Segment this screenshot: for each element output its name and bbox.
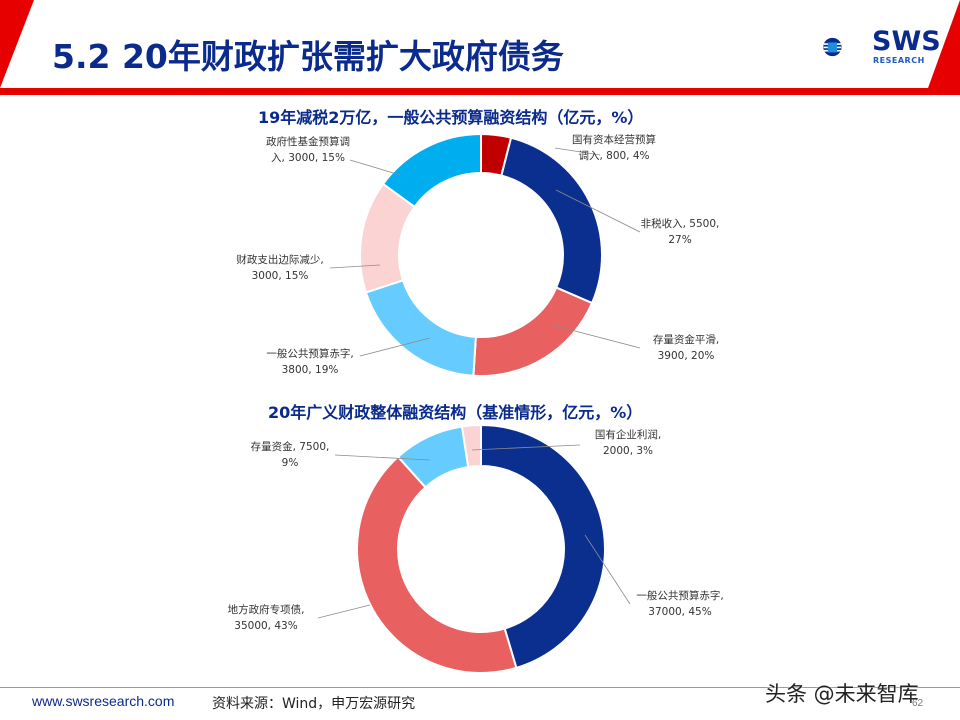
page-title: 5.2 20年财政扩张需扩大政府债务 [52,37,564,76]
chart1-data-label-4: 财政支出边际减少, [236,253,323,266]
chart1-leader-line-4 [329,264,381,269]
chart2-title: 20年广义财政整体融资结构（基准情形，亿元，%） [268,403,643,422]
footer-divider [0,687,960,688]
chart1-data-label-4: 3000, 15% [252,270,309,282]
chart2-slice-0 [480,423,606,670]
header-corner-decoration [0,0,34,88]
chart2-slice-3 [460,423,482,469]
chart1-leader-line-0 [554,147,601,156]
header-divider [0,88,960,95]
chart1-data-label-3: 3800, 19% [282,364,339,376]
sws-logo-icon [823,37,842,57]
chart1-data-label-0: 调入, 800, 4% [578,150,649,162]
chart2-data-label-3: 2000, 3% [603,445,653,457]
chart2-data-label-3: 国有企业利润, [595,428,661,441]
watermark: 头条 @未来智库 [765,682,919,706]
chart1-data-label-0: 国有资本经营预算 [572,133,656,146]
chart1-data-label-2: 存量资金平滑, [653,333,719,346]
footer-source: 资料来源：Wind，申万宏源研究 [212,696,416,712]
chart1-title: 19年减税2万亿，一般公共预算融资结构（亿元，%） [258,108,644,127]
chart1-slice-1 [500,136,603,305]
chart1-leader-line-5 [349,159,401,176]
chart2-leader-line-3 [471,444,581,451]
header-corner-decoration-right [928,0,960,88]
chart1-data-label-3: 一般公共预算赤字, [266,347,353,360]
chart2-data-label-0: 一般公共预算赤字, [636,589,723,602]
footer-url[interactable]: www.swsresearch.com [32,693,175,709]
chart1-leader-line-2 [551,324,641,349]
page-number: 62 [912,698,924,709]
chart2-data-label-0: 37000, 45% [648,606,711,618]
chart1-data-label-5: 政府性基金预算调 [266,135,350,148]
chart1-leader-line-3 [359,337,431,357]
chart1-data-label-2: 3900, 20% [658,350,715,362]
chart1-data-label-1: 非税收入, 5500, [641,217,720,230]
chart2-leader-line-1 [317,604,371,619]
chart2-data-label-1: 35000, 43% [234,620,297,632]
chart2-data-label-2: 9% [282,457,299,469]
chart2-data-label-2: 存量资金, 7500, [251,440,330,453]
chart1-slice-2 [472,286,594,377]
logo-text: SWS [872,26,941,57]
chart1-slice-5 [381,132,482,209]
chart1-data-label-1: 27% [668,234,691,246]
chart2-data-label-1: 地方政府专项债, [228,603,305,616]
logo-subtext: RESEARCH [873,56,925,65]
chart1-leader-line-1 [555,189,641,233]
chart1-slice-3 [364,279,477,377]
chart2-leader-line-2 [334,454,431,461]
chart2-slice-1 [356,455,518,674]
chart2-leader-line-0 [584,534,631,605]
chart1-data-label-5: 入, 3000, 15% [271,152,345,164]
